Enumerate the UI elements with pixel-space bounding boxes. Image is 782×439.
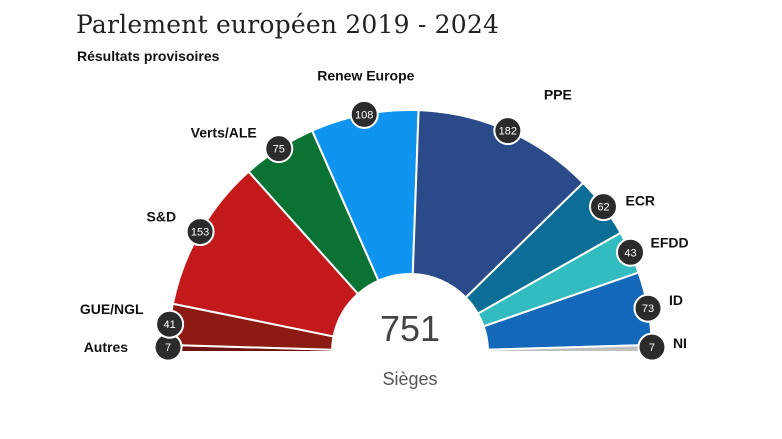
seat-badge-circle [185, 217, 215, 247]
seat-badge-circle [493, 116, 523, 146]
seat-badges: 7 41 153 75 108 182 62 43 73 7 [153, 99, 667, 362]
party-label: Verts/ALE [191, 125, 257, 141]
seat-count-label: 41 [163, 319, 175, 331]
seat-badge: 43 [616, 237, 646, 267]
chart-subtitle: Résultats provisoires [77, 48, 220, 64]
seat-badge-circle [616, 237, 646, 267]
seat-arc-ppe [411, 109, 585, 299]
seat-badge: 108 [349, 99, 379, 129]
party-label: EFDD [651, 234, 689, 250]
total-seats-value: 751 [380, 308, 440, 349]
seat-badge: 182 [493, 116, 523, 146]
total-seats-label: Sièges [382, 369, 437, 389]
seat-badge-circle [637, 332, 667, 362]
party-label: ID [669, 292, 683, 308]
seat-count-label: 7 [649, 342, 655, 354]
party-label: PPE [544, 87, 572, 103]
party-label: NI [673, 335, 687, 351]
seat-arcs [166, 109, 654, 353]
party-labels: Autres GUE/NGL S&D Verts/ALE Renew Europe PPE… [80, 67, 689, 355]
seat-count-label: 62 [597, 202, 609, 214]
party-label: ECR [625, 193, 655, 209]
party-label: S&D [147, 209, 177, 225]
seat-count-label: 182 [499, 126, 517, 138]
party-label: Autres [84, 339, 129, 355]
seat-badge-circle [588, 192, 618, 222]
seat-badge-circle [633, 293, 663, 323]
seat-badge: 153 [185, 217, 215, 247]
seat-count-label: 75 [273, 144, 285, 156]
seat-count-label: 43 [624, 247, 636, 259]
seat-badge-circle [155, 309, 185, 339]
seat-badge-circle [264, 134, 294, 164]
seat-count-label: 73 [642, 303, 654, 315]
seat-arc-s-d [171, 170, 360, 338]
party-label: Renew Europe [317, 67, 414, 83]
seat-badge: 75 [264, 134, 294, 164]
seat-badge: 7 [637, 332, 667, 362]
seat-badge: 62 [588, 192, 618, 222]
party-label: GUE/NGL [80, 301, 144, 317]
chart-title: Parlement européen 2019 - 2024 [76, 10, 500, 39]
seat-badge-circle [349, 99, 379, 129]
seat-count-label: 153 [191, 227, 209, 239]
seat-count-label: 108 [355, 109, 373, 121]
seat-count-label: 7 [165, 342, 171, 354]
seat-badge: 73 [633, 293, 663, 323]
seat-badge: 41 [155, 309, 185, 339]
